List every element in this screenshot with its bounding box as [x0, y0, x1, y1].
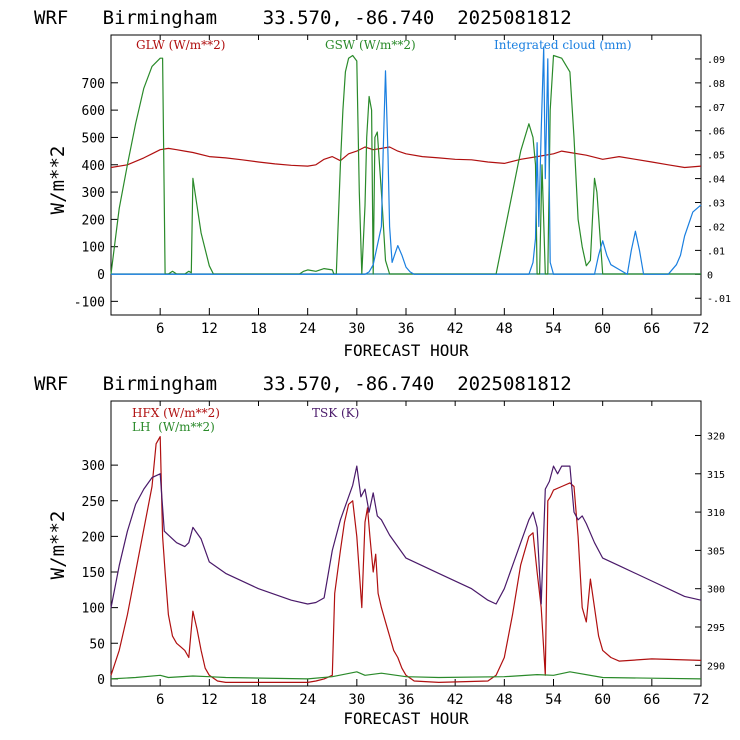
bottom-legend-tsk: TSK (K) — [312, 406, 359, 420]
bottom-legend-hfx: HFX (W/m**2) — [132, 406, 220, 420]
y-tick-label: 50 — [89, 637, 105, 652]
series-line-2 — [111, 46, 702, 275]
bottom-y-axis-ticks: 0 50 100 150 200 250 300 — [82, 459, 118, 688]
x-tick-label: 66 — [643, 692, 660, 708]
x-tick-label: 12 — [201, 692, 218, 708]
top-y-axis-ticks: -100 0 100 200 300 400 500 600 700 — [74, 77, 118, 310]
top-plot-frame — [110, 34, 702, 316]
x-tick-label: 18 — [250, 321, 267, 337]
bottom-y2-axis-ticks: 290 295 300 305 310 315 320 — [695, 431, 725, 672]
y2-tick-label: .09 — [707, 55, 725, 66]
series-line-2 — [110, 465, 702, 609]
x-tick-label: 6 — [156, 692, 164, 708]
y2-tick-label: 295 — [707, 623, 725, 634]
y-tick-label: 700 — [82, 77, 105, 92]
top-y-axis-label: W/m**2 — [47, 146, 69, 215]
bottom-x-axis-ticks: 6 12 18 24 30 36 42 48 54 60 66 72 — [156, 401, 709, 708]
x-tick-label: 30 — [348, 321, 365, 337]
y2-tick-label: .08 — [707, 79, 725, 90]
series-line-0 — [110, 146, 702, 169]
y2-tick-label: .05 — [707, 151, 725, 162]
x-tick-label: 30 — [348, 692, 365, 708]
y2-tick-label: -.01 — [707, 294, 731, 305]
y-tick-label: 300 — [82, 459, 105, 474]
y-tick-label: 0 — [97, 268, 105, 283]
y-tick-label: 300 — [82, 186, 105, 201]
bottom-legend-lh: LH (W/m**2) — [132, 420, 215, 434]
y2-tick-label: .07 — [707, 103, 725, 114]
top-legend-cloud: Integrated cloud (mm) — [494, 38, 632, 52]
x-tick-label: 24 — [299, 321, 316, 337]
top-x-axis-ticks: 6 12 18 24 30 36 42 48 54 60 66 72 — [156, 35, 709, 337]
y2-tick-label: .03 — [707, 199, 725, 210]
y-tick-label: 250 — [82, 495, 105, 510]
y2-tick-label: .04 — [707, 175, 725, 186]
y2-tick-label: 290 — [707, 661, 725, 672]
y-tick-label: 0 — [97, 673, 105, 688]
series-line-1 — [110, 54, 701, 275]
x-tick-label: 36 — [398, 321, 415, 337]
x-tick-label: 66 — [643, 321, 660, 337]
bottom-series-group — [110, 436, 702, 684]
x-tick-label: 42 — [447, 692, 464, 708]
top-panel: WRF Birmingham 33.570, -86.740 202508181… — [34, 7, 731, 360]
x-tick-label: 6 — [156, 321, 164, 337]
x-tick-label: 48 — [496, 321, 513, 337]
y2-tick-label: 300 — [707, 585, 725, 596]
y-tick-label: 400 — [82, 159, 105, 174]
x-tick-label: 12 — [201, 321, 218, 337]
x-tick-label: 48 — [496, 692, 513, 708]
y2-tick-label: 315 — [707, 470, 725, 481]
top-x-axis-label: FORECAST HOUR — [343, 341, 469, 360]
y-tick-label: 200 — [82, 213, 105, 228]
x-tick-label: 54 — [545, 321, 562, 337]
top-legend-glw: GLW (W/m**2) — [136, 38, 225, 52]
x-tick-label: 54 — [545, 692, 562, 708]
top-legend-gsw: GSW (W/m**2) — [325, 38, 416, 52]
x-tick-label: 42 — [447, 321, 464, 337]
y2-tick-label: 320 — [707, 431, 725, 442]
y-tick-label: 200 — [82, 530, 105, 545]
x-tick-label: 18 — [250, 692, 267, 708]
top-series-group — [110, 46, 702, 275]
y2-tick-label: 0 — [707, 270, 713, 281]
bottom-x-axis-label: FORECAST HOUR — [343, 709, 469, 728]
series-line-1 — [110, 671, 702, 680]
bottom-y-axis-label: W/m**2 — [47, 511, 69, 580]
y-tick-label: 150 — [82, 566, 105, 581]
y2-tick-label: .02 — [707, 222, 725, 233]
y-tick-label: 100 — [82, 241, 105, 256]
bottom-panel: WRF Birmingham 33.570, -86.740 202508181… — [34, 373, 725, 728]
x-tick-label: 24 — [299, 692, 316, 708]
x-tick-label: 36 — [398, 692, 415, 708]
y2-tick-label: 310 — [707, 508, 725, 519]
y-tick-label: -100 — [74, 295, 105, 310]
x-tick-label: 60 — [594, 692, 611, 708]
x-tick-label: 72 — [693, 321, 710, 337]
y2-tick-label: .06 — [707, 127, 725, 138]
y2-tick-label: 305 — [707, 546, 725, 557]
y-tick-label: 500 — [82, 131, 105, 146]
y2-tick-label: .01 — [707, 246, 725, 257]
top-chart-title: WRF Birmingham 33.570, -86.740 202508181… — [34, 7, 572, 29]
series-line-0 — [110, 436, 702, 684]
x-tick-label: 72 — [693, 692, 710, 708]
y-tick-label: 600 — [82, 104, 105, 119]
x-tick-label: 60 — [594, 321, 611, 337]
bottom-chart-title: WRF Birmingham 33.570, -86.740 202508181… — [34, 373, 572, 395]
top-y2-axis-ticks: -.01 0 .01 .02 .03 .04 .05 .06 .07 .08 .09 — [695, 55, 731, 305]
y-tick-label: 100 — [82, 602, 105, 617]
